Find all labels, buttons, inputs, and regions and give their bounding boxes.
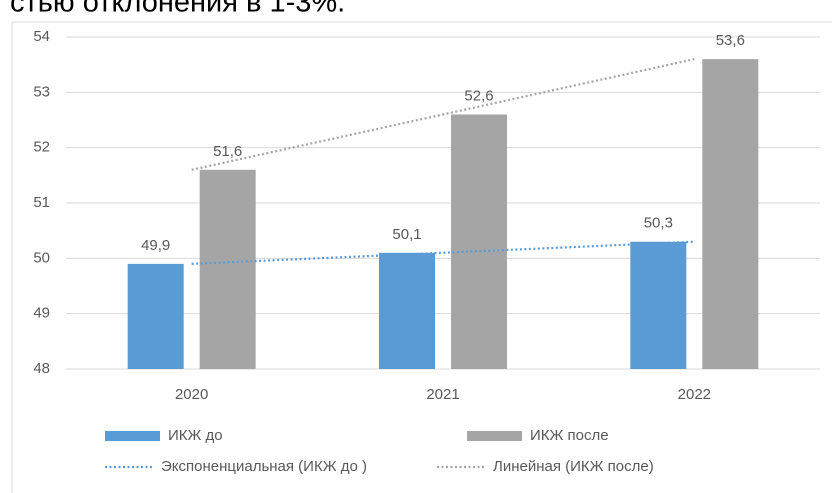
bar — [199, 169, 256, 369]
legend-label: Экспоненциальная (ИКЖ до ) — [161, 458, 367, 475]
x-tick-label: 2022 — [678, 386, 711, 403]
legend-swatch — [467, 431, 522, 441]
heading: стью отклонения в 1-3%. — [10, 0, 345, 19]
y-tick-label: 54 — [33, 28, 50, 45]
value-label: 53,6 — [716, 32, 745, 49]
bar — [702, 59, 759, 370]
value-label: 49,9 — [141, 237, 170, 254]
trendline — [191, 58, 695, 171]
x-tick-label: 2020 — [175, 386, 208, 403]
legend-label: ИКЖ после — [530, 427, 609, 444]
y-tick-label: 49 — [33, 305, 50, 322]
bar — [630, 241, 687, 369]
chart-border — [11, 21, 832, 493]
y-tick-label: 52 — [33, 139, 50, 156]
value-label: 50,1 — [392, 226, 421, 243]
y-tick-label: 51 — [33, 194, 50, 211]
y-tick-label: 53 — [33, 83, 50, 100]
y-tick-label: 50 — [33, 249, 50, 266]
trendline — [191, 240, 695, 265]
x-tick-label: 2021 — [426, 386, 459, 403]
bar — [127, 263, 184, 369]
value-label: 52,6 — [464, 87, 493, 104]
bar — [379, 252, 435, 369]
bar — [451, 114, 507, 369]
legend-label: Линейная (ИКЖ после) — [493, 458, 654, 475]
legend-label: ИКЖ до — [168, 427, 223, 444]
y-tick-label: 48 — [33, 360, 50, 377]
legend-swatch — [105, 431, 160, 441]
value-label: 50,3 — [644, 215, 673, 232]
value-label: 51,6 — [213, 143, 242, 160]
